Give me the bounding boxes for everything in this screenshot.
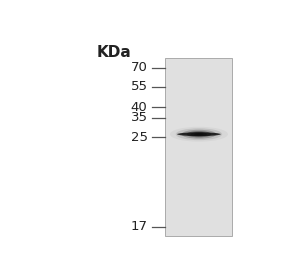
Ellipse shape — [187, 131, 211, 137]
Text: 17: 17 — [130, 220, 147, 233]
Ellipse shape — [194, 133, 204, 135]
Bar — [165, 58, 232, 236]
Text: 55: 55 — [130, 81, 147, 94]
Ellipse shape — [177, 132, 221, 136]
Text: 70: 70 — [131, 61, 147, 75]
Ellipse shape — [170, 127, 228, 142]
Text: 35: 35 — [130, 111, 147, 124]
Text: 25: 25 — [130, 131, 147, 144]
Ellipse shape — [176, 128, 222, 140]
Ellipse shape — [181, 130, 216, 139]
Ellipse shape — [197, 134, 201, 135]
Ellipse shape — [191, 132, 207, 136]
Text: KDa: KDa — [97, 45, 132, 60]
Text: 40: 40 — [131, 101, 147, 114]
